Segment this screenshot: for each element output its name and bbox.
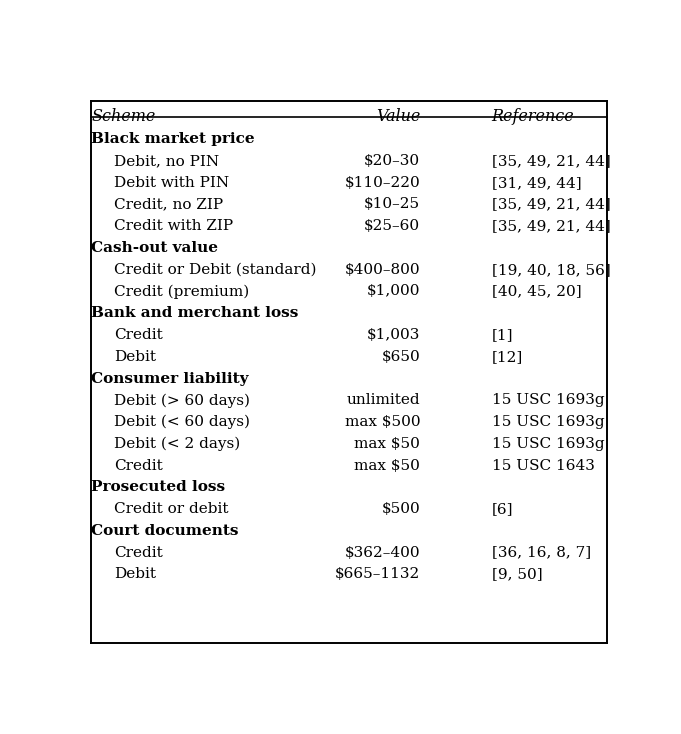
Text: Debit with PIN: Debit with PIN [114,175,229,189]
Text: Credit or Debit (standard): Credit or Debit (standard) [114,263,317,277]
Text: Credit: Credit [114,545,163,559]
Text: Court documents: Court documents [91,524,239,538]
Text: Credit (premium): Credit (premium) [114,285,249,299]
Text: 15 USC 1693g: 15 USC 1693g [492,437,604,451]
Text: Credit, no ZIP: Credit, no ZIP [114,197,223,211]
Text: [35, 49, 21, 44]: [35, 49, 21, 44] [492,219,610,233]
Text: Consumer liability: Consumer liability [91,371,249,385]
Text: $110–220: $110–220 [345,175,420,189]
Text: 15 USC 1693g: 15 USC 1693g [492,415,604,429]
Text: max $500: max $500 [345,415,420,429]
Text: max $50: max $50 [354,459,420,473]
Text: Credit: Credit [114,459,163,473]
Text: [1]: [1] [492,328,513,342]
Text: [36, 16, 8, 7]: [36, 16, 8, 7] [492,545,590,559]
Text: $665–1132: $665–1132 [335,567,420,581]
Text: 15 USC 1643: 15 USC 1643 [492,459,595,473]
Text: Scheme: Scheme [91,108,156,125]
Text: Debit: Debit [114,350,156,364]
Text: 15 USC 1693g: 15 USC 1693g [492,393,604,407]
Text: Bank and merchant loss: Bank and merchant loss [91,306,299,320]
Text: [12]: [12] [492,350,523,364]
Text: $400–800: $400–800 [345,263,420,277]
Text: Debit (< 2 days): Debit (< 2 days) [114,437,240,451]
Text: $1,000: $1,000 [367,285,420,299]
Text: $362–400: $362–400 [345,545,420,559]
Text: [31, 49, 44]: [31, 49, 44] [492,175,581,189]
Text: Credit or debit: Credit or debit [114,502,229,516]
Text: $10–25: $10–25 [364,197,420,211]
Text: [19, 40, 18, 56]: [19, 40, 18, 56] [492,263,610,277]
Text: Value: Value [376,108,420,125]
Text: max $50: max $50 [354,437,420,451]
Text: Cash-out value: Cash-out value [91,241,219,255]
Text: Debit, no PIN: Debit, no PIN [114,154,219,168]
Text: Black market price: Black market price [91,132,255,146]
Text: Debit: Debit [114,567,156,581]
Text: $650: $650 [381,350,420,364]
Text: Prosecuted loss: Prosecuted loss [91,480,225,494]
Text: Reference: Reference [492,108,574,125]
Text: [9, 50]: [9, 50] [492,567,542,581]
Text: [35, 49, 21, 44]: [35, 49, 21, 44] [492,154,610,168]
Text: $25–60: $25–60 [364,219,420,233]
Text: Debit (> 60 days): Debit (> 60 days) [114,393,250,407]
Text: [35, 49, 21, 44]: [35, 49, 21, 44] [492,197,610,211]
Text: $1,003: $1,003 [367,328,420,342]
Text: Credit with ZIP: Credit with ZIP [114,219,234,233]
Text: Credit: Credit [114,328,163,342]
Text: unlimited: unlimited [347,393,420,407]
Text: [6]: [6] [492,502,513,516]
Text: Debit (< 60 days): Debit (< 60 days) [114,415,250,429]
Text: $500: $500 [381,502,420,516]
Text: [40, 45, 20]: [40, 45, 20] [492,285,581,299]
Text: $20–30: $20–30 [364,154,420,168]
